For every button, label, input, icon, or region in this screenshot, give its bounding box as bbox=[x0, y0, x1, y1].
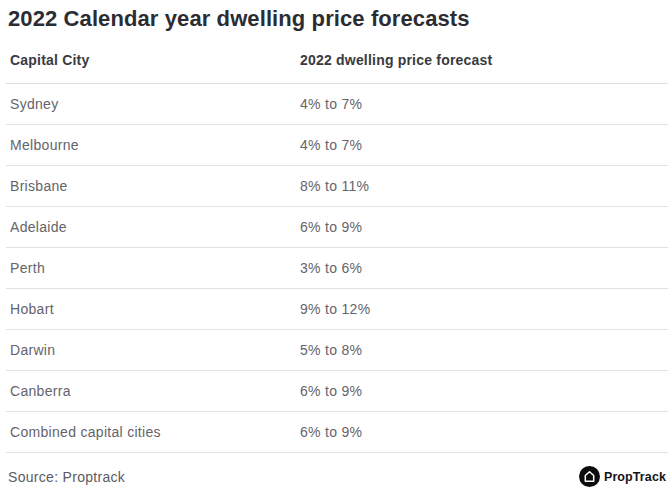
forecast-cell: 4% to 7% bbox=[300, 137, 668, 153]
table-row: Hobart 9% to 12% bbox=[6, 289, 668, 330]
page-title: 2022 Calendar year dwelling price foreca… bbox=[0, 0, 672, 32]
city-cell: Hobart bbox=[6, 301, 300, 317]
table-row: Perth 3% to 6% bbox=[6, 248, 668, 289]
table-row: Canberra 6% to 9% bbox=[6, 371, 668, 412]
city-cell: Darwin bbox=[6, 342, 300, 358]
source-label: Source: Proptrack bbox=[8, 469, 125, 485]
city-cell: Combined capital cities bbox=[6, 424, 300, 440]
city-cell: Canberra bbox=[6, 383, 300, 399]
forecast-cell: 6% to 9% bbox=[300, 383, 668, 399]
city-cell: Sydney bbox=[6, 96, 300, 112]
column-header-capital-city: Capital City bbox=[6, 52, 300, 68]
table-row: Combined capital cities 6% to 9% bbox=[6, 412, 668, 453]
table-row: Darwin 5% to 8% bbox=[6, 330, 668, 371]
proptrack-logo-text: PropTrack bbox=[604, 470, 666, 484]
table-row: Adelaide 6% to 9% bbox=[6, 207, 668, 248]
column-header-forecast: 2022 dwelling price forecast bbox=[300, 52, 668, 68]
forecast-cell: 4% to 7% bbox=[300, 96, 668, 112]
city-cell: Adelaide bbox=[6, 219, 300, 235]
city-cell: Perth bbox=[6, 260, 300, 276]
forecast-cell: 3% to 6% bbox=[300, 260, 668, 276]
forecast-table: Capital City 2022 dwelling price forecas… bbox=[6, 32, 668, 453]
forecast-cell: 5% to 8% bbox=[300, 342, 668, 358]
table-row: Melbourne 4% to 7% bbox=[6, 125, 668, 166]
city-cell: Melbourne bbox=[6, 137, 300, 153]
dwelling-forecast-card: 2022 Calendar year dwelling price foreca… bbox=[0, 0, 672, 493]
city-cell: Brisbane bbox=[6, 178, 300, 194]
table-row: Sydney 4% to 7% bbox=[6, 84, 668, 125]
footer: Source: Proptrack PropTrack bbox=[0, 453, 672, 487]
forecast-cell: 6% to 9% bbox=[300, 424, 668, 440]
forecast-cell: 8% to 11% bbox=[300, 178, 668, 194]
house-icon bbox=[579, 466, 600, 487]
table-row: Brisbane 8% to 11% bbox=[6, 166, 668, 207]
table-header-row: Capital City 2022 dwelling price forecas… bbox=[6, 32, 668, 84]
proptrack-logo: PropTrack bbox=[579, 466, 666, 487]
forecast-cell: 9% to 12% bbox=[300, 301, 668, 317]
forecast-cell: 6% to 9% bbox=[300, 219, 668, 235]
